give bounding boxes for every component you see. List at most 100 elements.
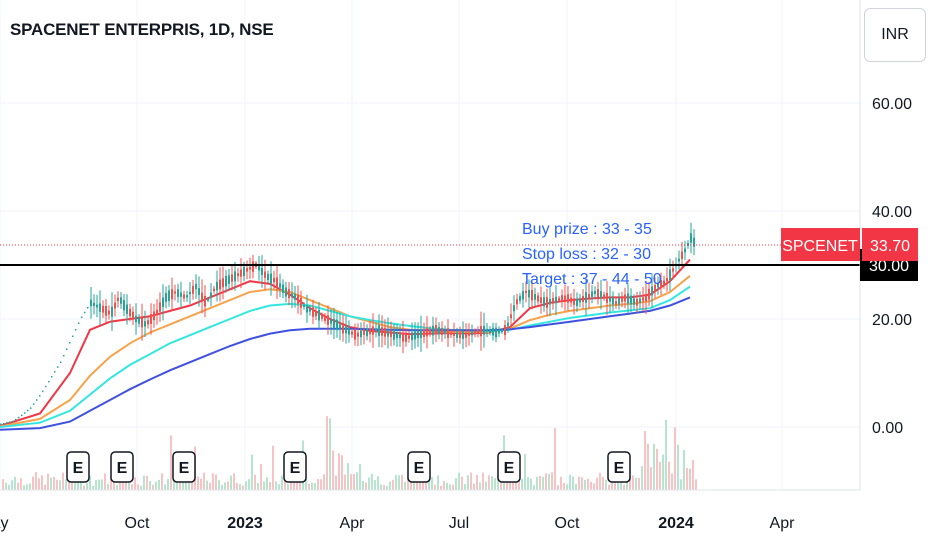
candle-body <box>135 315 137 323</box>
earnings-marker[interactable]: E <box>110 451 134 483</box>
price-tick-label: 20.00 <box>872 312 912 329</box>
candle-body <box>138 317 140 324</box>
candle-body <box>195 283 197 290</box>
candle-body <box>162 297 164 307</box>
candle-body <box>657 283 659 288</box>
candle-body <box>117 297 119 302</box>
volume-bar <box>209 482 211 490</box>
volume-bar <box>545 473 547 490</box>
earnings-marker[interactable]: E <box>66 451 90 483</box>
candle-body <box>591 291 593 297</box>
candle-body <box>114 302 116 309</box>
candle-body <box>648 288 650 300</box>
candle-body <box>564 295 566 300</box>
volume-bar <box>281 475 283 490</box>
candle-body <box>342 323 344 334</box>
volume-bar <box>467 475 469 490</box>
earnings-marker-box <box>172 451 196 483</box>
earnings-marker[interactable]: E <box>283 451 307 483</box>
candle-body <box>474 331 476 335</box>
volume-bar <box>695 479 697 490</box>
volume-bar <box>419 479 421 490</box>
earnings-marker[interactable]: E <box>607 451 631 483</box>
volume-bar <box>158 479 160 490</box>
volume-bar <box>32 476 34 490</box>
candle-body <box>624 294 626 302</box>
earnings-marker[interactable]: E <box>172 451 196 483</box>
volume-bar <box>584 479 586 490</box>
earnings-marker[interactable]: E <box>407 451 431 483</box>
volume-bar <box>68 479 70 490</box>
time-tick-label: ay <box>0 515 8 532</box>
candle-body <box>249 266 251 270</box>
currency-button[interactable]: INR <box>864 8 926 62</box>
volume-bar <box>539 476 541 490</box>
volume-bar <box>203 472 205 490</box>
candle-body <box>555 296 557 304</box>
volume-bar <box>605 479 607 490</box>
volume-bar <box>668 461 670 490</box>
volume-bar <box>26 484 28 490</box>
volume-bar <box>431 477 433 490</box>
volume-bar <box>140 485 142 490</box>
volume-bar <box>107 483 109 490</box>
volume-bar <box>683 450 685 490</box>
earnings-marker[interactable]: E <box>497 451 521 483</box>
candle-body <box>240 269 242 277</box>
candle-body <box>498 329 500 334</box>
stop-loss-note: Stop loss : 32 - 30 <box>522 246 651 263</box>
volume-bar <box>608 485 610 490</box>
volume-bar <box>458 472 460 490</box>
candle-body <box>129 308 131 317</box>
earnings-marker-label: E <box>73 460 84 477</box>
volume-bar <box>92 485 94 490</box>
volume-bar <box>284 477 286 490</box>
candle-body <box>390 330 392 337</box>
candle-body <box>282 284 284 293</box>
symbol-title[interactable]: SPACENET ENTERPRIS, 1D, NSE <box>10 20 274 39</box>
candle-body <box>132 311 134 320</box>
volume-bar <box>374 480 376 490</box>
candle-body <box>435 325 437 335</box>
candle-body <box>582 296 584 302</box>
volume-bar <box>146 475 148 490</box>
volume-bar <box>395 474 397 490</box>
candle-body <box>411 332 413 341</box>
candle-body <box>237 273 239 277</box>
candle-body <box>540 297 542 304</box>
time-axis[interactable]: ay Oct 2023 Apr Jul Oct 2024 Apr <box>0 489 860 532</box>
candle-body <box>516 299 518 305</box>
volume-bar <box>662 454 664 490</box>
candle-body <box>609 297 611 302</box>
volume-bar <box>56 479 58 490</box>
volume-bar <box>524 454 526 490</box>
time-tick-label: Oct <box>555 515 580 532</box>
candle-body <box>492 327 494 336</box>
candle-body <box>285 287 287 297</box>
price-tick-label: 40.00 <box>872 204 912 221</box>
candle-body <box>537 295 539 302</box>
candle-body <box>93 302 95 306</box>
volume-bar <box>461 476 463 490</box>
candle-body <box>276 277 278 288</box>
candle-body <box>630 295 632 305</box>
early-price-trail <box>0 306 89 426</box>
candle-body <box>615 301 617 305</box>
level-price-label: 30.00 <box>869 258 909 275</box>
volume-bar <box>29 483 31 490</box>
volume-bar <box>41 475 43 490</box>
volume-bar <box>143 475 145 490</box>
candle-body <box>150 314 152 324</box>
price-axis[interactable]: 0.00 20.00 40.00 60.00 30.00 SPCENET 33.70 <box>781 0 932 550</box>
candle-body <box>468 333 470 336</box>
volume-bar <box>35 472 37 490</box>
candle-body <box>183 294 185 299</box>
candle-body <box>270 273 272 284</box>
candle-body <box>297 294 299 305</box>
volume-bar <box>635 477 637 490</box>
candle-body <box>459 332 461 339</box>
volume-bar <box>347 463 349 490</box>
volume-bar <box>572 476 574 490</box>
